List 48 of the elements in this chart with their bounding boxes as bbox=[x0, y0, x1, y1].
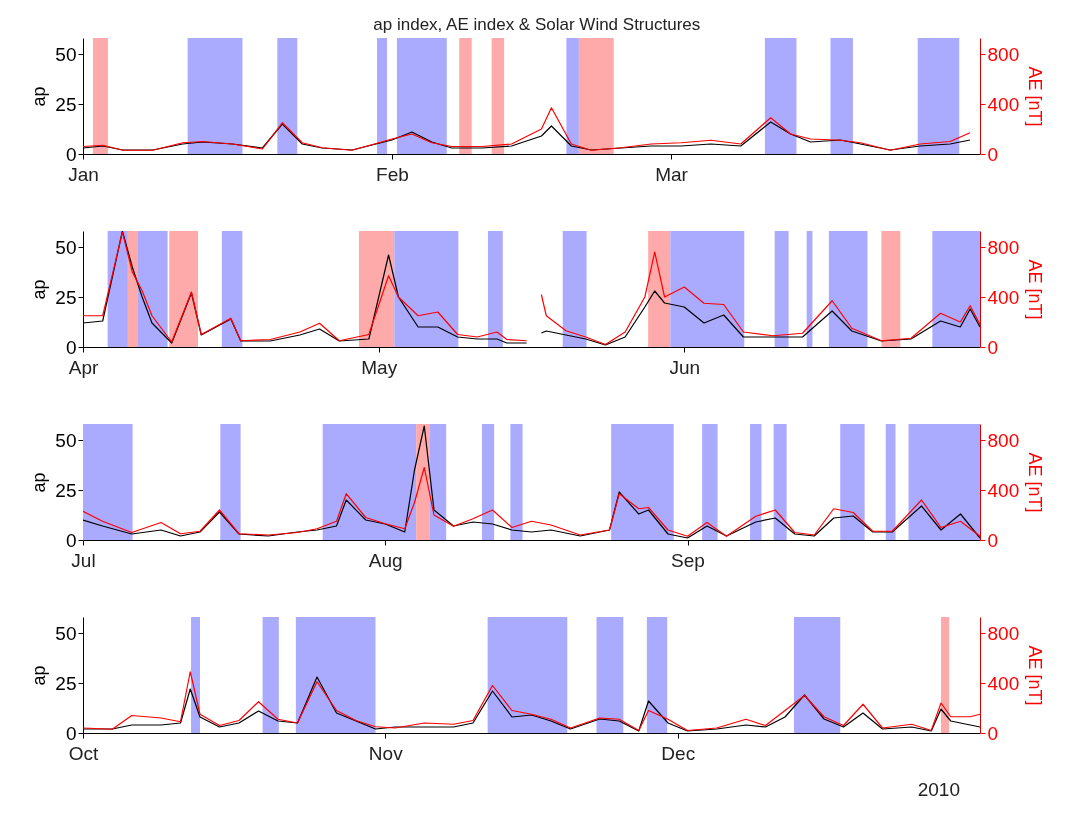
line-series bbox=[83, 466, 980, 537]
y-tick-label: 25 bbox=[55, 479, 77, 501]
y2-tick-label: 800 bbox=[987, 236, 1020, 258]
y2-tick-label: 400 bbox=[987, 93, 1020, 115]
x-tick-label: Aug bbox=[368, 549, 403, 571]
y2-tick-label: 400 bbox=[987, 286, 1020, 308]
y-tick-label: 25 bbox=[55, 286, 77, 308]
x-tick-label: Jan bbox=[68, 163, 99, 185]
x-tick-label: Jun bbox=[669, 356, 701, 378]
y2-axis-title: AE [nT] bbox=[1025, 259, 1046, 320]
y-axis-title: ap bbox=[29, 472, 50, 493]
text: 2010 bbox=[917, 779, 960, 800]
y-axis-title: ap bbox=[29, 665, 50, 686]
y2-tick-label: 0 bbox=[987, 143, 999, 165]
y2-tick-label: 0 bbox=[987, 722, 999, 744]
y-tick-label: 0 bbox=[65, 529, 77, 551]
y-tick-label: 50 bbox=[55, 236, 77, 258]
x-tick-label: Sep bbox=[671, 549, 705, 571]
y-tick-label: 0 bbox=[65, 722, 77, 744]
y-axis-title: ap bbox=[29, 279, 50, 300]
y-axis-title: ap bbox=[29, 86, 50, 107]
y-tick-label: 50 bbox=[55, 429, 77, 451]
y2-tick-label: 800 bbox=[987, 43, 1020, 65]
y-tick-label: 25 bbox=[55, 672, 77, 694]
y2-axis-title: AE [nT] bbox=[1025, 66, 1046, 127]
y2-axis-title: AE [nT] bbox=[1025, 452, 1046, 513]
x-tick-label: Nov bbox=[368, 742, 404, 764]
x-tick-label: May bbox=[361, 356, 398, 378]
y2-tick-label: 400 bbox=[987, 479, 1020, 501]
y-tick-label: 25 bbox=[55, 93, 77, 115]
y2-tick-label: 800 bbox=[987, 429, 1020, 451]
chart-title: ap index, AE index & Solar Wind Structures bbox=[373, 15, 701, 34]
x-tick-label: Dec bbox=[661, 742, 696, 764]
y2-tick-label: 0 bbox=[987, 336, 999, 358]
y2-axis-title: AE [nT] bbox=[1025, 645, 1046, 706]
x-tick-label: Oct bbox=[68, 742, 99, 764]
y2-tick-label: 0 bbox=[987, 529, 999, 551]
x-tick-label: Mar bbox=[655, 163, 689, 185]
y-tick-label: 0 bbox=[65, 336, 77, 358]
x-tick-label: Jul bbox=[71, 549, 96, 571]
y2-tick-label: 400 bbox=[987, 672, 1020, 694]
y-tick-label: 50 bbox=[55, 622, 77, 644]
x-tick-label: Apr bbox=[68, 356, 99, 378]
y-tick-label: 0 bbox=[65, 143, 77, 165]
y2-tick-label: 800 bbox=[987, 622, 1020, 644]
y-tick-label: 50 bbox=[55, 43, 77, 65]
line-series bbox=[83, 107, 971, 151]
x-tick-label: Feb bbox=[376, 163, 409, 185]
